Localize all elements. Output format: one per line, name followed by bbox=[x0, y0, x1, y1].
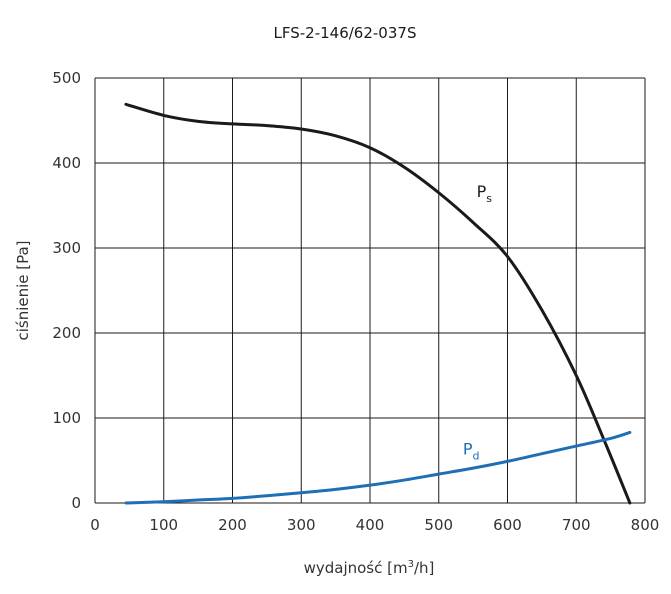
x-axis-label-sup: 3 bbox=[408, 559, 414, 570]
x-tick-label: 400 bbox=[356, 516, 385, 534]
x-tick-label: 700 bbox=[562, 516, 591, 534]
series-line-ps bbox=[124, 102, 632, 505]
x-tick-label: 500 bbox=[424, 516, 453, 534]
chart-title: LFS-2-146/62-037S bbox=[274, 24, 417, 42]
grid bbox=[94, 77, 646, 504]
y-tick-label: 500 bbox=[52, 69, 81, 87]
x-axis-label-main: wydajność [m bbox=[304, 559, 408, 577]
series-labels: Ps Pd bbox=[463, 182, 492, 463]
y-tick-labels: 0 100 200 300 400 500 bbox=[52, 69, 81, 512]
x-tick-label: 300 bbox=[287, 516, 316, 534]
y-tick-label: 100 bbox=[52, 409, 81, 427]
x-tick-labels: 0 100 200 300 400 500 600 700 800 bbox=[90, 516, 659, 534]
y-tick-label: 300 bbox=[52, 239, 81, 257]
y-tick-label: 200 bbox=[52, 324, 81, 342]
x-tick-label: 800 bbox=[631, 516, 660, 534]
x-tick-label: 200 bbox=[218, 516, 247, 534]
series-label-pd: Pd bbox=[463, 440, 480, 463]
x-axis-label: wydajność [m3/h] bbox=[304, 559, 435, 577]
x-tick-label: 0 bbox=[90, 516, 100, 534]
series-lines bbox=[124, 102, 632, 505]
series-label-ps: Ps bbox=[477, 182, 493, 205]
y-tick-label: 0 bbox=[71, 494, 81, 512]
y-axis-label: ciśnienie [Pa] bbox=[14, 240, 32, 340]
x-tick-label: 100 bbox=[149, 516, 178, 534]
x-axis-label-tail: /h] bbox=[414, 559, 434, 577]
y-tick-label: 400 bbox=[52, 154, 81, 172]
series-line-pd bbox=[124, 430, 632, 505]
x-tick-label: 600 bbox=[493, 516, 522, 534]
